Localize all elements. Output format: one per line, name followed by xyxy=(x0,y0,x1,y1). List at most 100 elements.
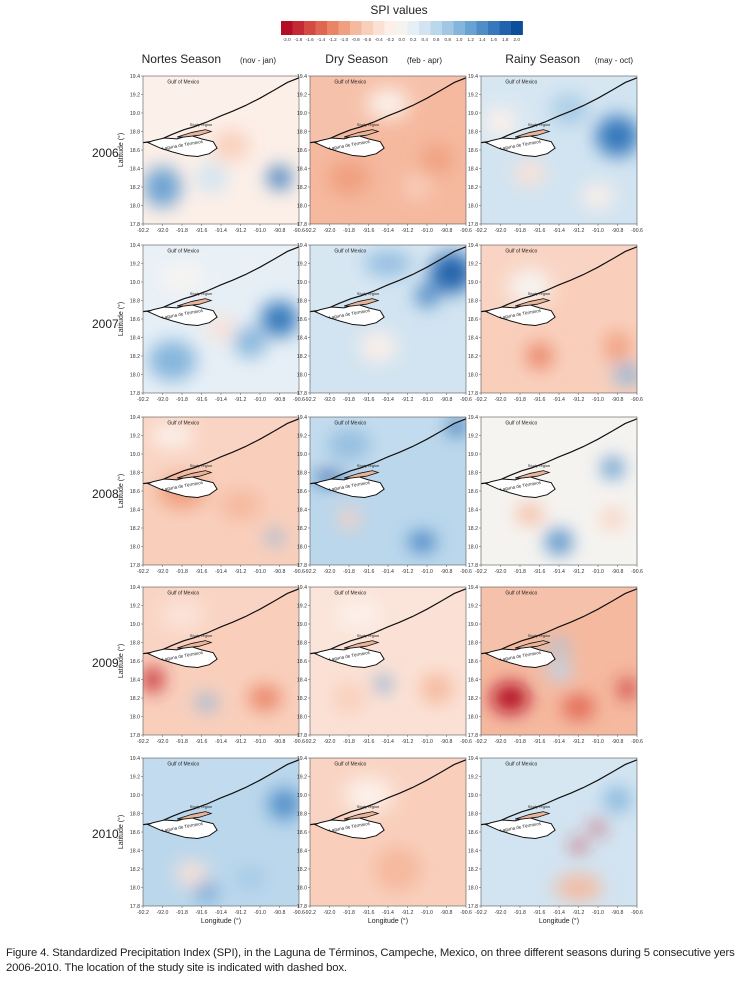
y-tick-label: 18.6 xyxy=(130,830,140,836)
x-tick-label: -92.0 xyxy=(495,228,507,234)
study-region-label: Study region xyxy=(190,463,212,468)
spi-anomaly xyxy=(572,839,585,852)
y-tick-label: 18.0 xyxy=(297,372,307,378)
y-tick-label: 18.6 xyxy=(130,489,140,495)
x-tick-label: -92.2 xyxy=(137,739,149,745)
x-tick-label: -92.2 xyxy=(304,739,316,745)
y-tick-label: 18.0 xyxy=(130,372,140,378)
x-tick-label: -91.2 xyxy=(573,569,585,575)
x-tick-label: -91.0 xyxy=(592,397,604,403)
legend-tick-label: -1.4 xyxy=(317,37,325,42)
gulf-label: Gulf of Mexico xyxy=(334,761,366,767)
x-tick-label: -91.6 xyxy=(534,739,546,745)
x-tick-label: -90.6 xyxy=(631,228,643,234)
x-tick-label: -91.8 xyxy=(343,910,355,916)
x-tick-label: -92.2 xyxy=(475,397,487,403)
x-tick-label: -90.8 xyxy=(274,228,286,234)
season-headers: Nortes Season (nov - jan) Dry Season (fe… xyxy=(142,52,634,66)
x-tick-label: -90.6 xyxy=(631,569,643,575)
y-tick-label: 17.8 xyxy=(130,391,140,397)
x-tick-label: -91.4 xyxy=(382,910,394,916)
gulf-label: Gulf of Mexico xyxy=(334,420,366,426)
spi-anomaly xyxy=(150,102,194,133)
isla-del-carmen xyxy=(177,129,213,138)
spi-anomaly xyxy=(448,418,465,434)
y-tick-label: 19.0 xyxy=(297,280,307,286)
laguna-de-terminos xyxy=(313,475,385,498)
x-tick-label: -90.8 xyxy=(612,228,624,234)
x-tick-label: -91.8 xyxy=(176,910,188,916)
x-tick-label: -91.8 xyxy=(176,397,188,403)
y-tick-label: 19.2 xyxy=(468,433,478,439)
study-region-label: Study region xyxy=(190,291,212,296)
laguna-de-terminos xyxy=(484,475,556,498)
spi-anomaly xyxy=(195,881,218,903)
sea-area xyxy=(310,758,466,825)
coastline xyxy=(481,759,637,826)
isla-del-carmen xyxy=(515,470,551,479)
spi-anomaly xyxy=(211,130,250,161)
y-tick-label: 17.8 xyxy=(297,563,307,569)
coastline xyxy=(481,77,637,144)
legend-swatch xyxy=(304,21,316,35)
y-tick-label: 19.4 xyxy=(130,74,140,80)
spi-anomaly xyxy=(604,331,631,363)
coastline xyxy=(481,246,637,313)
legend-tick-label: -0.8 xyxy=(352,37,360,42)
y-tick-label: 19.0 xyxy=(468,622,478,628)
y-tick-label: 18.0 xyxy=(297,714,307,720)
legend-swatch xyxy=(430,21,443,35)
spi-anomaly xyxy=(268,788,299,820)
y-tick-label: 19.2 xyxy=(468,261,478,267)
x-tick-label: -92.0 xyxy=(157,228,169,234)
y-tick-label: 18.8 xyxy=(297,298,307,304)
y-tick-label: 18.8 xyxy=(130,811,140,817)
y-tick-label: 19.2 xyxy=(297,603,307,609)
x-tick-label: -90.6 xyxy=(293,739,305,745)
y-tick-label: 19.4 xyxy=(468,756,478,762)
study-region-label: Study region xyxy=(190,804,212,809)
legend-swatch xyxy=(442,21,454,35)
y-tick-label: 19.2 xyxy=(130,433,140,439)
x-tick-label: -91.6 xyxy=(534,910,546,916)
legend-swatch xyxy=(338,21,351,35)
legend-tick-label: 2.0 xyxy=(514,37,521,42)
spi-anomaly xyxy=(363,250,413,277)
sea-area xyxy=(481,245,637,312)
y-tick-label: 18.0 xyxy=(130,885,140,891)
legend-swatch xyxy=(384,21,397,35)
legend-swatch xyxy=(419,21,431,35)
x-tick-label: -92.2 xyxy=(304,910,316,916)
spi-anomaly xyxy=(195,694,218,711)
legend-swatch xyxy=(453,21,466,35)
year-label-2008: 2008 xyxy=(92,487,119,501)
spi-anomaly xyxy=(420,143,453,175)
y-tick-label: 18.0 xyxy=(468,714,478,720)
x-tick-label: -92.0 xyxy=(324,569,336,575)
sea-area xyxy=(481,758,637,825)
study-region-label: Study region xyxy=(357,291,379,296)
x-tick-label: -92.2 xyxy=(137,397,149,403)
x-tick-label: -91.2 xyxy=(235,910,247,916)
legend-tick-label: -1.2 xyxy=(329,37,337,42)
legend-tick-label: 0.2 xyxy=(410,37,417,42)
x-tick-label: -91.4 xyxy=(215,739,227,745)
x-tick-label: -91.4 xyxy=(215,910,227,916)
legend-swatch xyxy=(292,21,305,35)
sea-area xyxy=(481,417,637,484)
legend-tick-label: -0.2 xyxy=(386,37,394,42)
y-tick-label: 19.0 xyxy=(297,793,307,799)
x-tick-label: -91.8 xyxy=(514,228,526,234)
y-tick-label: 17.8 xyxy=(130,733,140,739)
x-tick-label: -92.0 xyxy=(157,569,169,575)
x-tick-label: -90.8 xyxy=(441,910,453,916)
x-axis-label: Longitude (°) xyxy=(368,917,408,925)
y-tick-label: 19.0 xyxy=(130,111,140,117)
x-tick-label: -90.8 xyxy=(441,739,453,745)
y-tick-label: 18.4 xyxy=(130,166,140,172)
gulf-label: Gulf of Mexico xyxy=(167,420,199,426)
x-tick-label: -90.6 xyxy=(293,910,305,916)
isla-del-carmen xyxy=(344,298,380,307)
laguna-de-terminos xyxy=(484,303,556,326)
x-tick-label: -91.0 xyxy=(421,228,433,234)
